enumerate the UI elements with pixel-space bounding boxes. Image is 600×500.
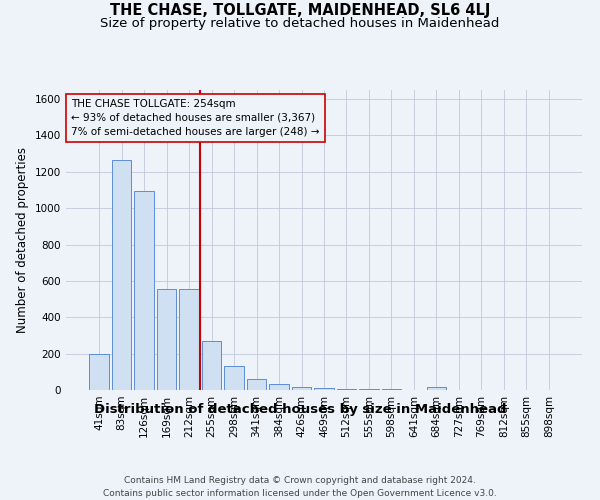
Bar <box>157 290 176 390</box>
Bar <box>134 190 154 390</box>
Bar <box>427 387 446 390</box>
Bar <box>247 379 266 390</box>
Bar <box>337 388 356 390</box>
Y-axis label: Number of detached properties: Number of detached properties <box>16 147 29 333</box>
Bar <box>112 160 131 390</box>
Text: Size of property relative to detached houses in Maidenhead: Size of property relative to detached ho… <box>100 18 500 30</box>
Bar <box>314 388 334 390</box>
Text: Contains HM Land Registry data © Crown copyright and database right 2024.
Contai: Contains HM Land Registry data © Crown c… <box>103 476 497 498</box>
Bar <box>202 341 221 390</box>
Text: Distribution of detached houses by size in Maidenhead: Distribution of detached houses by size … <box>94 402 506 415</box>
Text: THE CHASE, TOLLGATE, MAIDENHEAD, SL6 4LJ: THE CHASE, TOLLGATE, MAIDENHEAD, SL6 4LJ <box>110 2 490 18</box>
Bar <box>89 354 109 390</box>
Bar <box>359 389 379 390</box>
Bar <box>179 290 199 390</box>
Bar <box>224 366 244 390</box>
Text: THE CHASE TOLLGATE: 254sqm
← 93% of detached houses are smaller (3,367)
7% of se: THE CHASE TOLLGATE: 254sqm ← 93% of deta… <box>71 99 320 137</box>
Bar <box>269 384 289 390</box>
Bar <box>292 386 311 390</box>
